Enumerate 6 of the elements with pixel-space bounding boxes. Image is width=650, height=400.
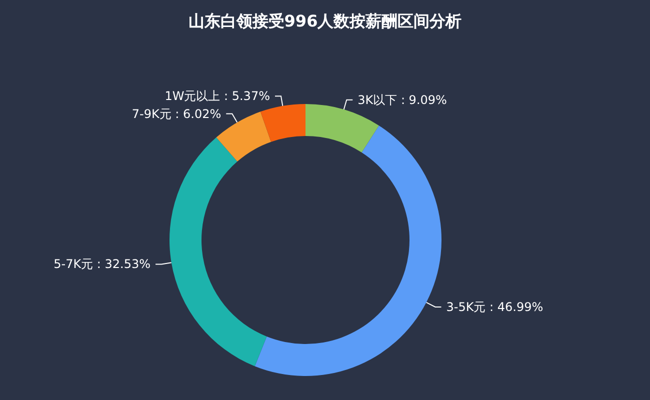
- slice-label: 1W元以上 : 5.37%: [164, 89, 270, 104]
- chart-title: 山东白领接受996人数按薪酬区间分析: [188, 12, 462, 30]
- slice-label: 5-7K元 : 32.53%: [54, 257, 151, 272]
- slice-label: 3K以下 : 9.09%: [358, 92, 447, 107]
- slice-label: 7-9K元 : 6.02%: [132, 106, 222, 121]
- slice-label: 3-5K元 : 46.99%: [446, 300, 544, 314]
